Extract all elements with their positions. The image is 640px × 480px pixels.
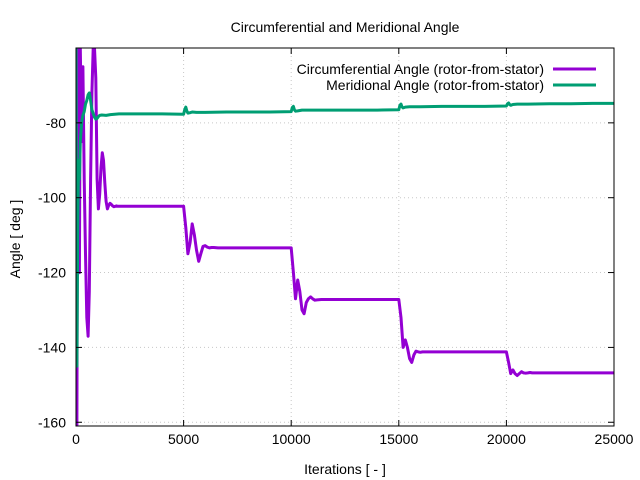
- legend: Circumferential Angle (rotor-from-stator…: [297, 61, 596, 93]
- x-tick-label: 0: [72, 431, 80, 447]
- y-tick-label: -120: [38, 265, 66, 281]
- circumferential-angle-line: [76, 48, 614, 426]
- x-tick-label: 25000: [595, 431, 634, 447]
- x-axis-title: Iterations [ - ]: [304, 461, 386, 477]
- y-tick-label: -140: [38, 339, 66, 355]
- y-tick-label: -160: [38, 414, 66, 430]
- grid-lines: [76, 48, 614, 426]
- x-tick-label: 10000: [272, 431, 311, 447]
- x-tick-label: 5000: [168, 431, 199, 447]
- meridional-angle-line: [76, 48, 614, 368]
- x-tick-label: 15000: [379, 431, 418, 447]
- x-tick-label: 20000: [487, 431, 526, 447]
- plot-frame: [75, 47, 615, 427]
- legend-label-circumferential: Circumferential Angle (rotor-from-stator…: [297, 61, 544, 77]
- y-tick-label: -80: [46, 115, 66, 131]
- y-tick-label: -100: [38, 190, 66, 206]
- axis-ticks: 0 5000 10000 15000 20000 25000 -80 -100 -120 -140…: [38, 48, 634, 447]
- series-layer: [76, 48, 614, 426]
- chart-title: Circumferential and Meridional Angle: [231, 19, 460, 35]
- y-axis-title: Angle [ deg ]: [7, 200, 23, 279]
- legend-label-meridional: Meridional Angle (rotor-from-stator): [326, 77, 544, 93]
